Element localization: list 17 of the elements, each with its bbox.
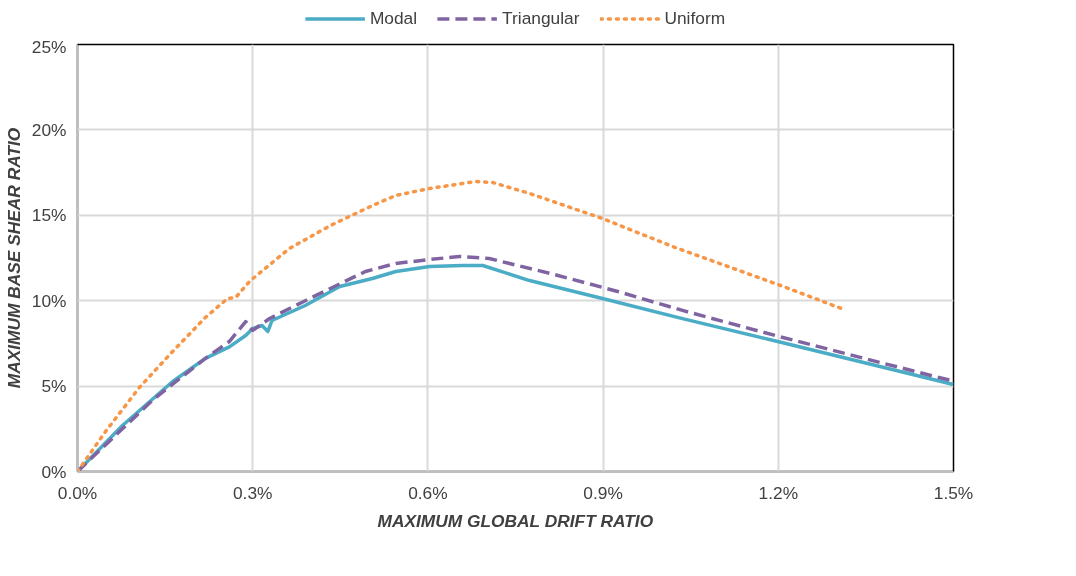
y-tick-label: 10% bbox=[31, 290, 67, 311]
y-tick-label: 15% bbox=[31, 205, 67, 226]
x-tick-label: 0.0% bbox=[57, 482, 98, 503]
x-tick-label: 1.5% bbox=[933, 482, 974, 503]
legend-label: Triangular bbox=[502, 7, 580, 29]
y-tick-label: 20% bbox=[31, 119, 67, 140]
y-axis-title: MAXIMUM BASE SHEAR RATIO bbox=[3, 127, 24, 389]
legend-label: Modal bbox=[369, 7, 418, 29]
legend-label: Uniform bbox=[664, 7, 726, 29]
y-tick-label: 0% bbox=[41, 461, 67, 482]
y-tick-label: 5% bbox=[41, 376, 67, 397]
x-tick-label: 0.3% bbox=[232, 482, 273, 503]
x-axis-title: MAXIMUM GLOBAL DRIFT RATIO bbox=[377, 510, 654, 531]
x-tick-label: 0.9% bbox=[583, 482, 623, 503]
y-tick-label: 25% bbox=[31, 36, 67, 57]
x-tick-label: 1.2% bbox=[758, 482, 799, 503]
x-tick-label: 0.6% bbox=[408, 482, 448, 503]
